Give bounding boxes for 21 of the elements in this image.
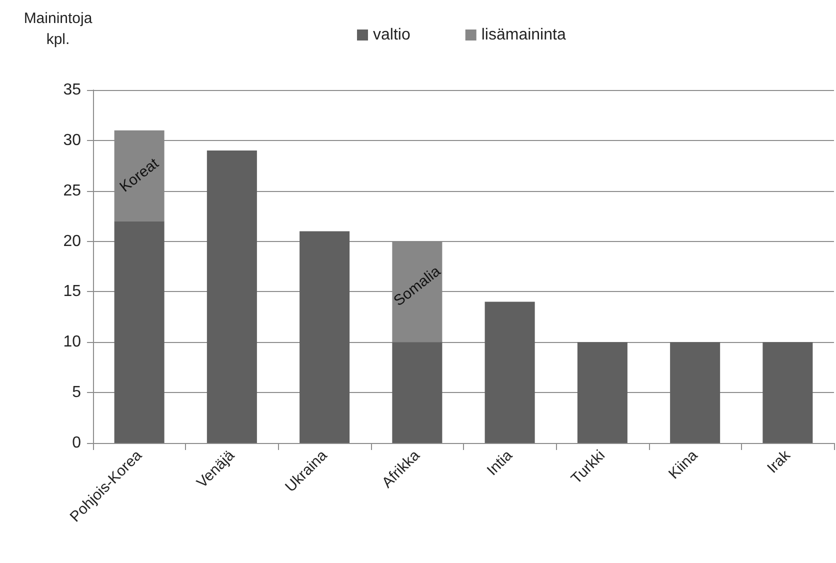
y-tick-label: 5 (72, 384, 82, 402)
x-tick-label: Intia (484, 446, 516, 480)
y-tick-label: 20 (63, 232, 82, 250)
bar (206, 150, 257, 443)
bar (484, 302, 535, 443)
bar (300, 231, 350, 443)
bar (577, 342, 628, 443)
y-tick-label: 10 (63, 334, 82, 351)
y-tick-label: 15 (63, 283, 82, 300)
y-tick-label: 0 (72, 434, 82, 452)
bar (114, 221, 164, 443)
legend-label: lisämaininta (481, 26, 566, 44)
bar (762, 342, 813, 443)
bar (392, 342, 442, 443)
y-tick-label: 35 (63, 82, 82, 98)
bar (670, 342, 720, 443)
x-tick-label: Irak (764, 446, 794, 477)
y-tick-label: 30 (63, 132, 82, 149)
y-axis-title: Mainintoja kpl. (24, 10, 93, 48)
y-tick-label: 25 (63, 182, 82, 200)
legend-label: valtio (373, 26, 410, 44)
